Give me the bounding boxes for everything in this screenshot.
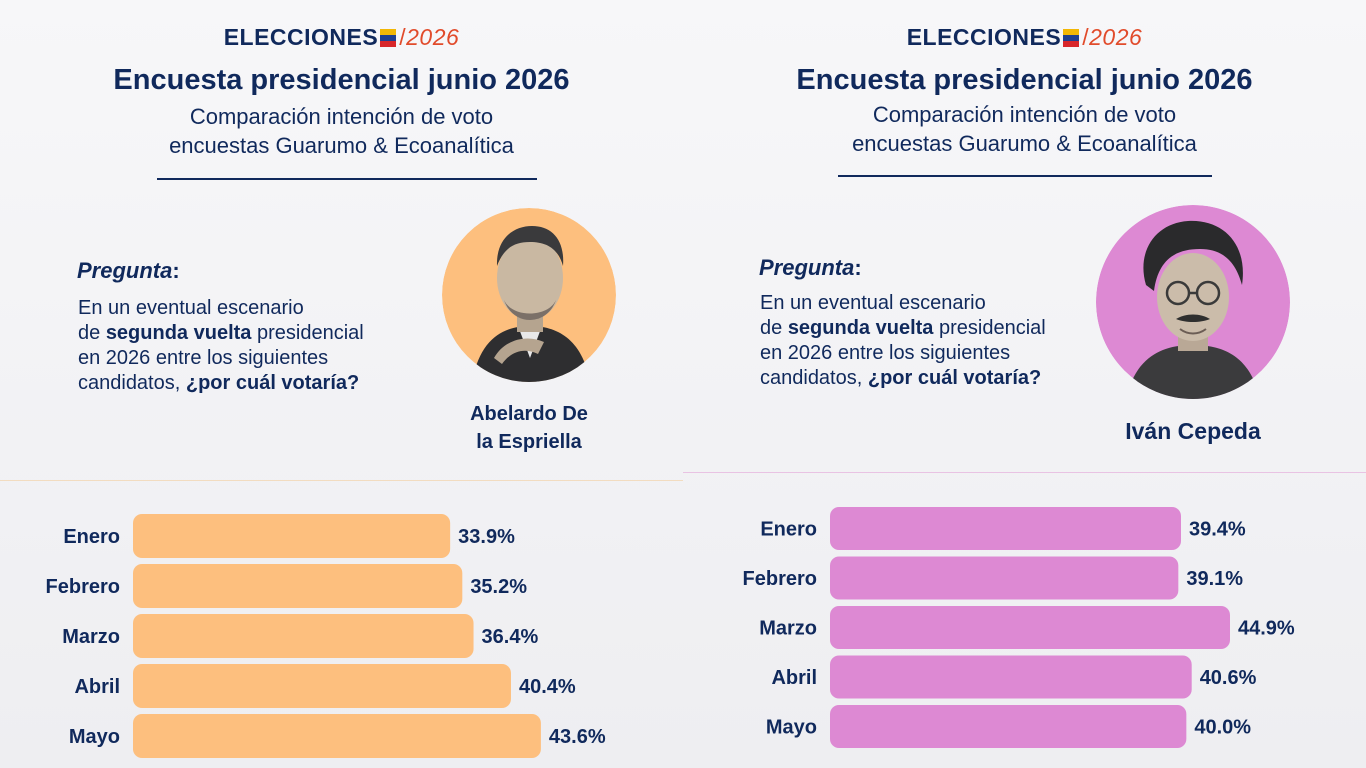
subtitle-line-2: encuestas Guarumo & Ecoanalítica: [169, 133, 514, 158]
question-line-1: En un eventual escenario: [760, 292, 986, 314]
question-line-2-bold: segunda vuelta: [787, 317, 934, 339]
candidate-name-line-2: la Espriella: [476, 431, 582, 453]
flag-icon: [1063, 29, 1080, 47]
question-line-4: candidatos, ¿por cuál votaría?: [760, 366, 1046, 391]
candidate-avatar: [1096, 205, 1290, 399]
question-label: Pregunta:: [77, 258, 180, 284]
value-label: 36.4%: [482, 626, 539, 648]
category-label: Marzo: [62, 626, 120, 648]
bar: [133, 614, 474, 658]
bar: [830, 507, 1182, 550]
value-label: 43.6%: [549, 726, 606, 748]
bar: [830, 655, 1192, 699]
question-line-3: en 2026 entre los siguientes: [760, 342, 1011, 364]
question-line-2-a: de: [760, 317, 788, 339]
category-label: Mayo: [766, 717, 817, 739]
bar: [133, 664, 511, 708]
value-label: 39.1%: [1186, 568, 1243, 590]
category-label: Enero: [63, 526, 120, 548]
left-panel: ELECCIONES /2026 Encuesta presidencial ju…: [0, 0, 683, 768]
candidate-avatar: [442, 208, 616, 382]
value-label: 40.6%: [1200, 667, 1257, 689]
candidate-photo-icon: [442, 208, 616, 382]
logo-slash: /: [399, 24, 407, 50]
candidate-name: Iván Cepeda: [1096, 416, 1290, 446]
value-label: 40.4%: [519, 676, 576, 698]
candidate-name-line-1: Iván Cepeda: [1125, 418, 1261, 444]
flag-icon: [380, 29, 397, 47]
category-label: Abril: [771, 667, 817, 689]
page-title: Encuesta presidencial junio 2026: [113, 64, 570, 96]
value-label: 44.9%: [1238, 618, 1295, 640]
question-line-4-bold: ¿por cuál votaría?: [185, 372, 360, 394]
question-label-colon: :: [172, 258, 180, 283]
question-line-4-a: candidatos,: [78, 372, 186, 394]
page-title: Encuesta presidencial junio 2026: [796, 64, 1253, 96]
logo-word: ELECCIONES: [223, 24, 379, 50]
elecciones-logo: ELECCIONES /2026: [0, 24, 683, 51]
question-label-text: Pregunta: [77, 258, 173, 283]
bar: [133, 514, 451, 558]
category-label: Abril: [74, 676, 120, 698]
subtitle-line-1: Comparación intención de voto: [872, 102, 1177, 127]
bar: [133, 564, 463, 608]
value-label: 33.9%: [458, 526, 515, 548]
logo-year: 2026: [1089, 24, 1143, 50]
logo-word: ELECCIONES: [906, 24, 1062, 50]
question-line-2-c: presidencial: [251, 322, 364, 344]
bar-chart-left: Enero 33.9% Febrero 35.2% Marzo 36.4% Abril 40.…: [46, 514, 606, 758]
question-line-1: En un eventual escenario: [78, 297, 304, 319]
bar: [830, 556, 1179, 600]
category-label: Marzo: [759, 618, 817, 640]
question-line-2-c: presidencial: [933, 317, 1046, 339]
title-divider: [838, 175, 1212, 177]
question-line-4-a: candidatos,: [760, 367, 868, 389]
bar: [133, 714, 541, 758]
candidate-name-line-1: Abelardo De: [470, 403, 588, 425]
category-label: Febrero: [743, 568, 817, 590]
value-label: 39.4%: [1189, 519, 1246, 541]
section-divider: [0, 480, 683, 481]
question-label: Pregunta:: [759, 255, 862, 281]
question-line-2-a: de: [78, 322, 106, 344]
title-divider: [157, 178, 537, 180]
candidate-photo-icon: [1096, 205, 1290, 399]
question-text: En un eventual escenario de segunda vuel…: [78, 296, 364, 396]
candidate-name: Abelardo De la Espriella: [440, 400, 618, 456]
logo-year: 2026: [406, 24, 460, 50]
question-label-text: Pregunta: [759, 255, 855, 280]
logo-slash: /: [1082, 24, 1090, 50]
bar: [830, 705, 1187, 748]
elecciones-logo: ELECCIONES /2026: [683, 24, 1366, 51]
question-label-colon: :: [854, 255, 862, 280]
question-line-2: de segunda vuelta presidencial: [760, 316, 1046, 341]
right-panel: ELECCIONES /2026 Encuesta presidencial ju…: [683, 0, 1366, 768]
bar: [830, 606, 1230, 649]
subtitle-line-1: Comparación intención de voto: [189, 104, 494, 129]
question-line-2: de segunda vuelta presidencial: [78, 321, 364, 346]
question-line-4: candidatos, ¿por cuál votaría?: [78, 371, 364, 396]
category-label: Mayo: [69, 726, 120, 748]
question-text: En un eventual escenario de segunda vuel…: [760, 291, 1046, 391]
section-divider: [683, 472, 1366, 473]
question-line-3: en 2026 entre los siguientes: [78, 347, 329, 369]
value-label: 40.0%: [1194, 717, 1251, 739]
bar-chart-right: Enero 39.4% Febrero 39.1% Marzo 44.9% Abril 40.…: [743, 507, 1295, 748]
question-line-4-bold: ¿por cuál votaría?: [867, 367, 1042, 389]
category-label: Febrero: [46, 576, 120, 598]
question-line-2-bold: segunda vuelta: [105, 322, 252, 344]
value-label: 35.2%: [470, 576, 527, 598]
category-label: Enero: [760, 519, 817, 541]
subtitle-line-2: encuestas Guarumo & Ecoanalítica: [852, 131, 1197, 156]
